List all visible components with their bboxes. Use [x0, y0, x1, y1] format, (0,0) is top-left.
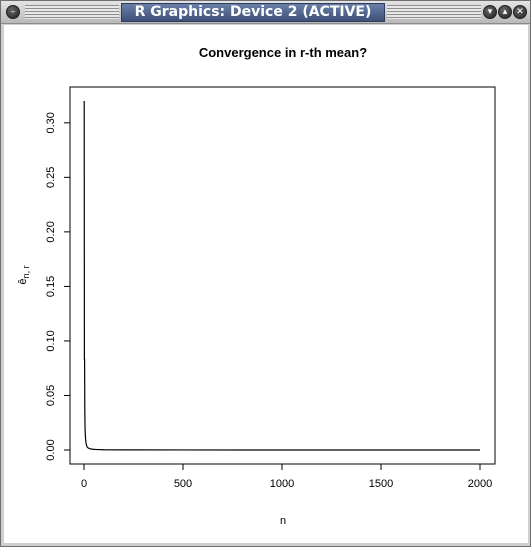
y-axis: 0.00 0.05 0.10 0.15 0.20 0.25 0.30: [45, 112, 70, 461]
x-axis: 0 500 1000 1500 2000: [81, 464, 492, 490]
window-title: R Graphics: Device 2 (ACTIVE): [121, 3, 385, 22]
window-menu-button[interactable]: –: [6, 5, 20, 19]
y-tick-label: 0.15: [45, 276, 57, 297]
maximize-button[interactable]: ▴: [498, 5, 512, 19]
x-tick-label: 1500: [369, 478, 393, 490]
x-tick-label: 1000: [270, 478, 294, 490]
maximize-icon: ▴: [502, 7, 508, 17]
y-tick-label: 0.30: [45, 112, 57, 133]
plot-box: [69, 86, 496, 465]
minimize-button[interactable]: ▾: [483, 5, 497, 19]
titlebar-grip-left: [25, 5, 119, 19]
y-axis-label-main: ê: [17, 278, 29, 284]
y-tick-label: 0.20: [45, 221, 57, 242]
y-tick-label: 0.05: [45, 385, 57, 406]
x-tick-label: 0: [81, 478, 87, 490]
titlebar-grip-right: [387, 5, 481, 19]
svg-text:ên, r: ên, r: [17, 265, 31, 284]
minimize-icon: ▾: [487, 7, 493, 17]
y-axis-label: ên, r: [17, 265, 31, 284]
close-icon: ✕: [516, 7, 524, 17]
series-line: [83, 100, 480, 451]
graphics-canvas: Convergence in r-th mean? 0 500 1000 1500 20…: [4, 25, 528, 543]
y-tick-label: 0.25: [45, 167, 57, 188]
close-button[interactable]: ✕: [513, 5, 527, 19]
x-axis-label: n: [280, 515, 286, 527]
y-tick-label: 0.00: [45, 439, 57, 460]
x-tick-label: 500: [174, 478, 192, 490]
plot-svg: Convergence in r-th mean? 0 500 1000 1500 20…: [17, 45, 496, 527]
y-axis-label-subscript: n, r: [21, 265, 31, 278]
window-menu-icon: –: [10, 7, 16, 17]
plot-title: Convergence in r-th mean?: [199, 45, 367, 60]
y-tick-label: 0.10: [45, 330, 57, 351]
x-tick-label: 2000: [468, 478, 492, 490]
title-bar[interactable]: – R Graphics: Device 2 (ACTIVE) ▾ ▴ ✕: [1, 1, 530, 24]
series-group: [83, 100, 480, 451]
